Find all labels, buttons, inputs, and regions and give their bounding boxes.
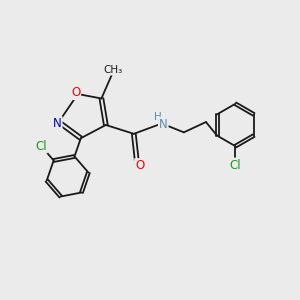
Text: H: H xyxy=(154,112,162,122)
Text: O: O xyxy=(71,86,80,99)
Text: Cl: Cl xyxy=(35,140,47,152)
Text: N: N xyxy=(53,117,62,130)
Text: N: N xyxy=(159,118,168,130)
Text: Cl: Cl xyxy=(230,158,241,172)
Text: O: O xyxy=(135,159,144,172)
Text: CH₃: CH₃ xyxy=(103,64,123,75)
